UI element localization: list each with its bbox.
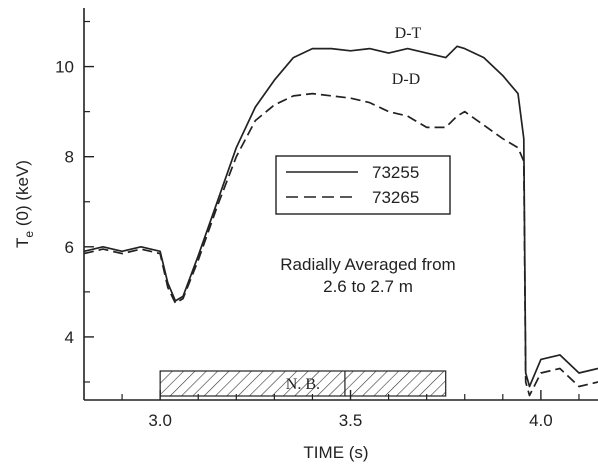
legend: 73255 73265 <box>275 155 451 215</box>
x-tick-label: 3.5 <box>339 411 363 430</box>
x-axis-label: TIME (s) <box>303 443 368 462</box>
nb-hatched-rect <box>159 370 447 397</box>
radial-note-line2: 2.6 to 2.7 m <box>323 277 413 296</box>
y-tick-label: 6 <box>65 238 74 257</box>
y-axis-label-sub: e <box>22 231 36 238</box>
series-line-73265 <box>83 92 598 397</box>
y-axis-label-rest: (0) (keV) <box>13 160 32 231</box>
x-tick-label: 3.0 <box>148 411 172 430</box>
plot-frame <box>83 8 598 401</box>
legend-label-73265: 73265 <box>372 188 419 207</box>
svg-text:Te (0) (keV): Te (0) (keV) <box>13 160 36 248</box>
series-group <box>83 45 598 397</box>
y-axis-label: Te (0) (keV) <box>13 160 36 248</box>
y-tick-label: 8 <box>65 148 74 167</box>
neutral-beam-bar: N. B. <box>159 370 447 397</box>
dt-label: D-T <box>395 25 422 42</box>
y-tick-label: 10 <box>55 58 74 77</box>
x-tick-label: 4.0 <box>529 411 553 430</box>
legend-box <box>275 155 451 215</box>
axis-ticks <box>84 20 580 400</box>
tick-labels: 3.0 3.5 4.0 4 6 8 10 <box>55 58 553 430</box>
radial-note-line1: Radially Averaged from <box>280 255 455 274</box>
nb-label: N. B. <box>286 376 320 393</box>
legend-label-73255: 73255 <box>372 163 419 182</box>
y-axis-label-main: T <box>13 238 32 248</box>
series-line-73255 <box>83 45 598 388</box>
dd-label: D-D <box>392 71 420 88</box>
y-tick-label: 4 <box>65 328 74 347</box>
